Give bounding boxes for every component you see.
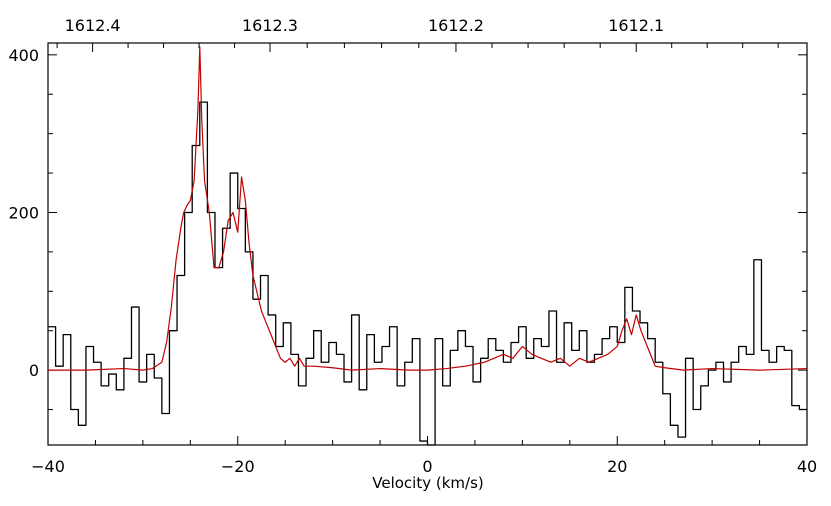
top-axis-tick-label: 1612.3	[242, 16, 298, 35]
y-tick-label: 200	[8, 203, 39, 222]
red-line-series	[48, 46, 808, 371]
x-axis-label: Velocity (km/s)	[372, 474, 483, 492]
axes-ticks-group	[47, 43, 808, 445]
series-group	[48, 46, 808, 446]
x-tick-label: 20	[607, 457, 627, 476]
y-tick-label: 400	[8, 46, 39, 65]
x-tick-label: 40	[797, 457, 817, 476]
x-tick-label: −20	[221, 457, 255, 476]
top-axis-tick-label: 1612.2	[428, 16, 484, 35]
y-tick-label: 0	[29, 361, 39, 380]
black-step-series	[48, 101, 807, 446]
x-tick-label: −40	[31, 457, 65, 476]
x-tick-label: 0	[422, 457, 432, 476]
top-axis-tick-label: 1612.4	[65, 16, 121, 35]
top-axis-tick-label: 1612.1	[608, 16, 664, 35]
